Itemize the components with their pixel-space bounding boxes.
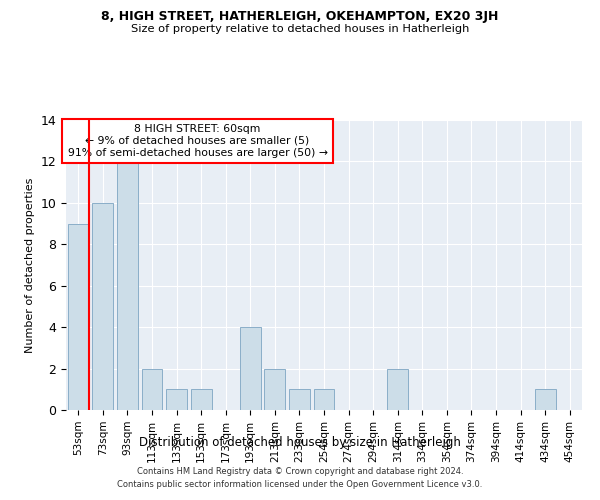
Bar bbox=[117, 162, 138, 410]
Bar bbox=[92, 203, 113, 410]
Bar bbox=[387, 368, 408, 410]
Bar bbox=[240, 327, 261, 410]
Y-axis label: Number of detached properties: Number of detached properties bbox=[25, 178, 35, 352]
Text: Size of property relative to detached houses in Hatherleigh: Size of property relative to detached ho… bbox=[131, 24, 469, 34]
Bar bbox=[535, 390, 556, 410]
Text: 8, HIGH STREET, HATHERLEIGH, OKEHAMPTON, EX20 3JH: 8, HIGH STREET, HATHERLEIGH, OKEHAMPTON,… bbox=[101, 10, 499, 23]
Bar bbox=[265, 368, 286, 410]
Bar bbox=[289, 390, 310, 410]
Bar bbox=[191, 390, 212, 410]
Bar bbox=[68, 224, 89, 410]
Bar bbox=[314, 390, 334, 410]
Text: Distribution of detached houses by size in Hatherleigh: Distribution of detached houses by size … bbox=[139, 436, 461, 449]
Text: Contains HM Land Registry data © Crown copyright and database right 2024.: Contains HM Land Registry data © Crown c… bbox=[137, 467, 463, 476]
Text: 8 HIGH STREET: 60sqm
← 9% of detached houses are smaller (5)
91% of semi-detache: 8 HIGH STREET: 60sqm ← 9% of detached ho… bbox=[68, 124, 328, 158]
Text: Contains public sector information licensed under the Open Government Licence v3: Contains public sector information licen… bbox=[118, 480, 482, 489]
Bar bbox=[142, 368, 163, 410]
Bar bbox=[166, 390, 187, 410]
